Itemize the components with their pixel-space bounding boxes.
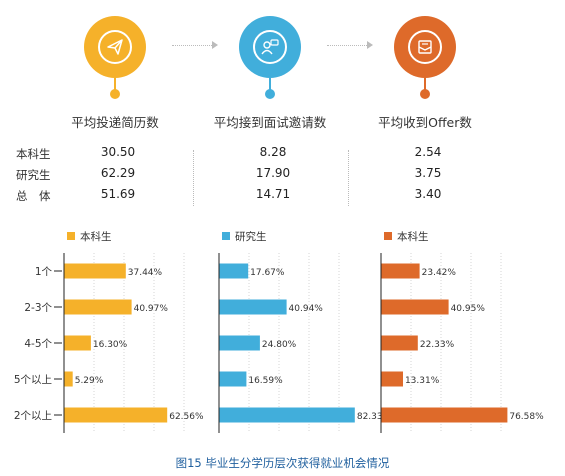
table-divider [193, 150, 194, 206]
bar [219, 371, 247, 387]
table-value: 17.90 [255, 166, 291, 180]
bar [381, 371, 403, 387]
row-label-undergrad: 本科生 [16, 147, 51, 161]
category-label: 2-3个 [24, 302, 52, 314]
metric-title-offers: 平均收到Offer数 [378, 115, 472, 130]
category-label: 2个以上 [14, 410, 52, 422]
arrowhead-icon [212, 41, 218, 49]
bar [219, 407, 355, 423]
legend-swatch-1 [67, 232, 75, 240]
bar-value-label: 62.56% [169, 412, 204, 422]
bar-value-label: 40.95% [451, 304, 486, 314]
metric-icon-circle-1 [84, 16, 146, 78]
legend-label-2: 研究生 [235, 231, 267, 243]
legend-label-1: 本科生 [80, 231, 112, 243]
bar [64, 263, 126, 279]
bar [64, 335, 91, 351]
table-value: 62.29 [100, 166, 136, 180]
bar [64, 407, 168, 423]
arrowhead-icon [367, 41, 373, 49]
flow-arrow [172, 45, 212, 46]
row-label-total: 总 体 [16, 189, 51, 203]
category-label: 1个 [35, 266, 53, 278]
metric-title-resumes: 平均投递简历数 [71, 115, 159, 130]
interview-people-icon [253, 30, 287, 64]
bar-value-label: 82.33% [357, 412, 392, 422]
bar [381, 407, 508, 423]
bar-value-label: 16.59% [248, 376, 283, 386]
row-label-grad: 研究生 [16, 168, 51, 182]
paper-plane-icon [98, 30, 132, 64]
table-value: 14.71 [255, 187, 291, 201]
table-value: 8.28 [259, 145, 287, 159]
bar [381, 335, 418, 351]
bar [219, 263, 249, 279]
metric-title-interviews: 平均接到面试邀请数 [213, 115, 327, 130]
bar-value-label: 37.44% [128, 268, 163, 278]
offer-mail-icon [408, 30, 442, 64]
bar-value-label: 76.58% [509, 412, 544, 422]
figure-caption: 图15 毕业生分学历层次获得就业机会情况 [175, 456, 390, 470]
bar-value-label: 40.94% [289, 304, 324, 314]
bar [219, 299, 287, 315]
table-value: 30.50 [100, 145, 136, 159]
category-label: 5个以上 [14, 374, 52, 386]
bar-value-label: 5.29% [75, 376, 104, 386]
bar-value-label: 40.97% [134, 304, 169, 314]
flow-arrow [327, 45, 367, 46]
bar-value-label: 13.31% [405, 376, 440, 386]
table-value: 2.54 [414, 145, 442, 159]
bar-value-label: 23.42% [422, 268, 457, 278]
bar-value-label: 24.80% [262, 340, 297, 350]
metric-icon-circle-3 [394, 16, 456, 78]
table-divider [348, 150, 349, 206]
legend-label-3: 本科生 [397, 231, 429, 243]
bar-value-label: 17.67% [250, 268, 285, 278]
bar [381, 263, 420, 279]
metric-icon-circle-2 [239, 16, 301, 78]
legend-swatch-2 [222, 232, 230, 240]
table-value: 3.40 [414, 187, 442, 201]
legend-swatch-3 [384, 232, 392, 240]
table-value: 3.75 [414, 166, 442, 180]
bar-value-label: 22.33% [420, 340, 455, 350]
bar [381, 299, 449, 315]
bar-value-label: 16.30% [93, 340, 128, 350]
bar [64, 299, 132, 315]
bar [219, 335, 260, 351]
table-value: 51.69 [100, 187, 136, 201]
category-label: 4-5个 [24, 338, 52, 350]
bar [64, 371, 73, 387]
